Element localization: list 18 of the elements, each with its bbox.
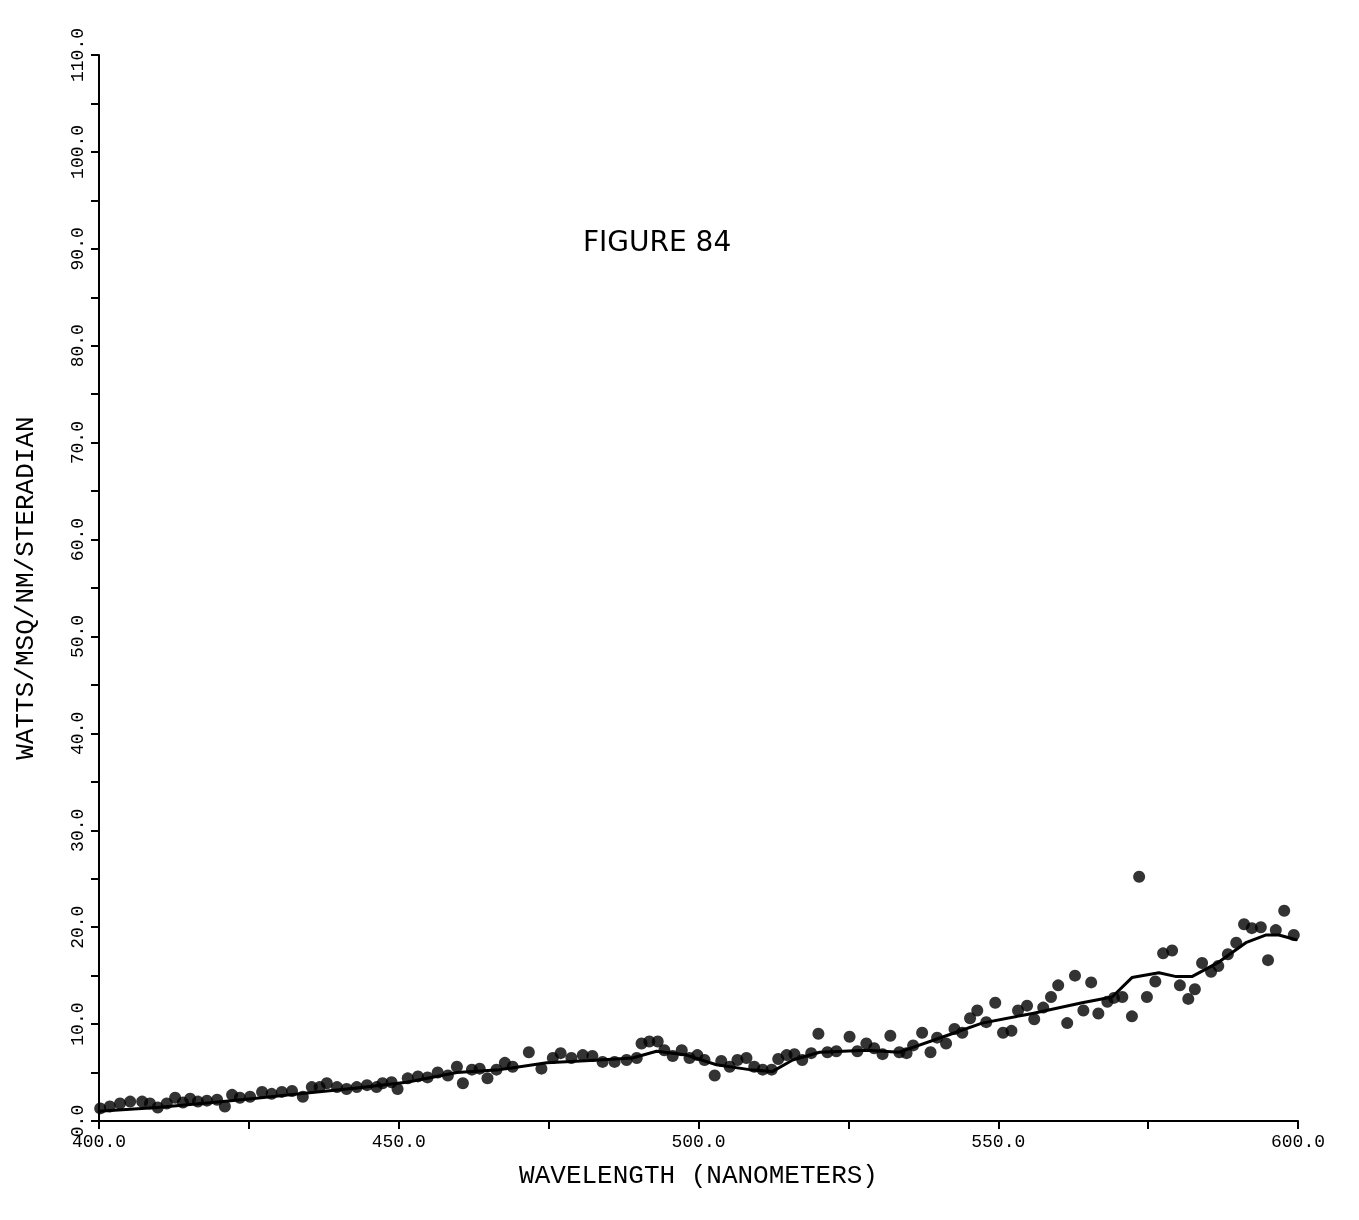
y-tick-label: 90.0 xyxy=(68,227,88,271)
y-tick-label: 50.0 xyxy=(68,614,88,659)
y-tick-label: 70.0 xyxy=(68,421,88,465)
x-tick-label: 600.0 xyxy=(1270,1132,1326,1152)
y-tick-label: 110.0 xyxy=(68,27,88,83)
x-tick-label: 450.0 xyxy=(371,1132,426,1152)
x-tick-label: 500.0 xyxy=(671,1132,726,1152)
x-tick-label: 550.0 xyxy=(971,1132,1026,1152)
x-axis-title: WAVELENGTH (NANOMETERS) xyxy=(519,1161,878,1191)
y-tick-label: 40.0 xyxy=(68,711,88,755)
y-tick-label: 10.0 xyxy=(68,1002,88,1046)
y-tick-label: 60.0 xyxy=(68,517,88,562)
y-axis-title: WATTS/MSQ/NM/STERADIAN xyxy=(11,416,41,760)
y-tick-label: 30.0 xyxy=(68,808,88,852)
text: FIGURE 84 xyxy=(583,224,732,258)
y-tick-label: 80.0 xyxy=(68,324,88,368)
y-tick-label: 20.0 xyxy=(68,905,88,949)
y-tick-label: 100.0 xyxy=(68,124,88,179)
